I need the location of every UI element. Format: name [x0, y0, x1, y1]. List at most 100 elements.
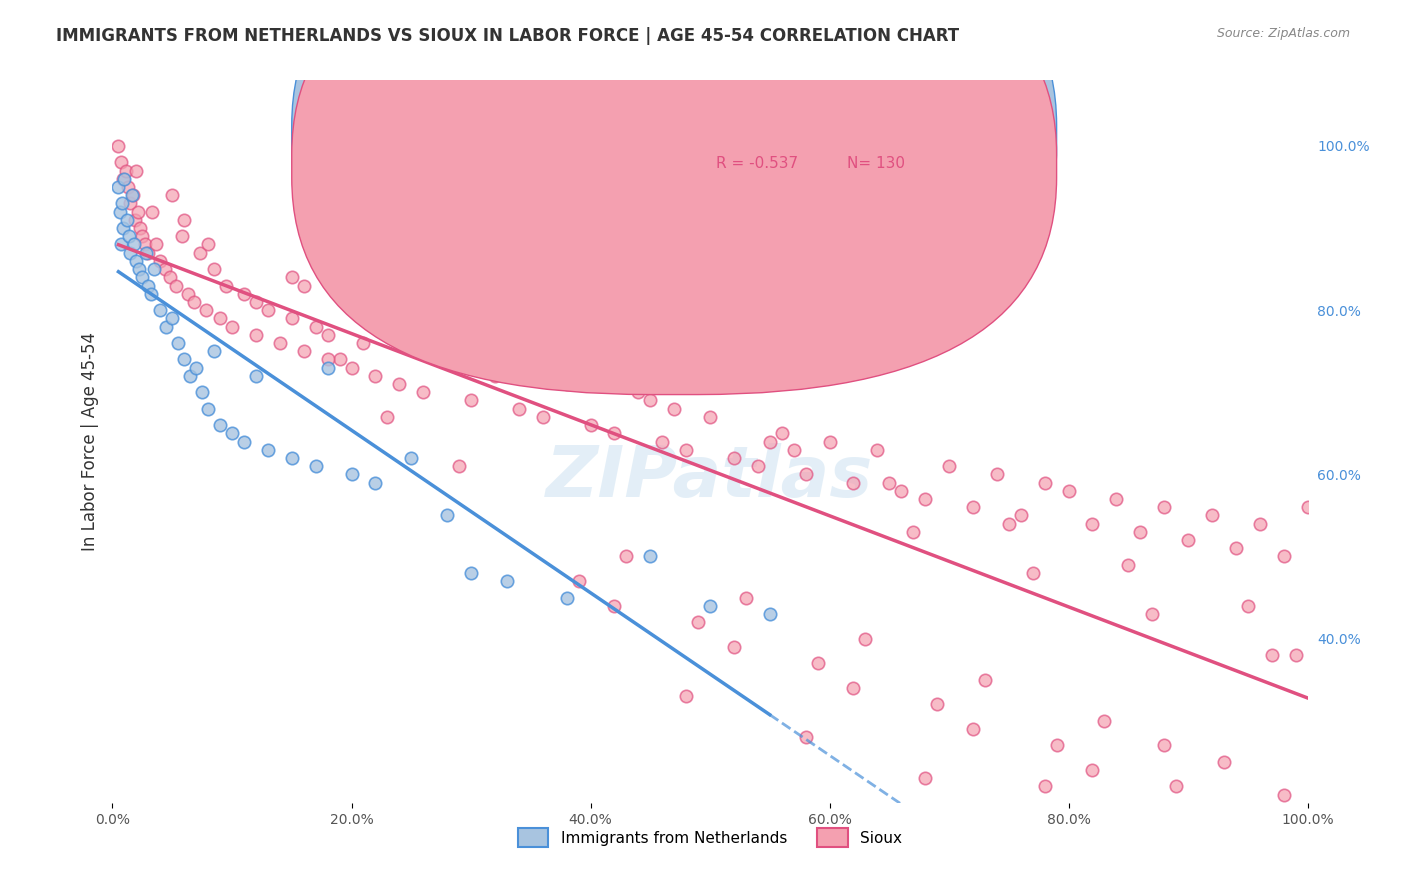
Point [188, 245, 211, 260]
Point [131, 270, 153, 285]
Point [484, 319, 506, 334]
Point [759, 434, 782, 449]
Point [616, 549, 638, 564]
Point [149, 253, 172, 268]
Point [855, 632, 877, 646]
Point [179, 368, 201, 383]
Point [215, 278, 238, 293]
Point [998, 516, 1021, 531]
Point [627, 385, 650, 400]
Point [603, 599, 626, 613]
FancyBboxPatch shape [627, 109, 949, 196]
Text: ZIPatlas: ZIPatlas [547, 443, 873, 512]
Point [209, 418, 232, 433]
Point [914, 771, 936, 785]
Point [508, 401, 530, 416]
Point [759, 607, 782, 621]
Point [735, 591, 758, 605]
Point [688, 615, 710, 630]
Point [139, 286, 162, 301]
Point [1129, 524, 1152, 539]
Point [316, 352, 339, 367]
Point [112, 171, 135, 186]
Point [183, 295, 205, 310]
Point [1033, 475, 1056, 490]
Point [197, 237, 219, 252]
Point [257, 442, 280, 457]
Point [127, 204, 149, 219]
Point [531, 409, 554, 424]
Point [122, 237, 145, 252]
Point [167, 336, 190, 351]
Point [120, 245, 142, 260]
Point [1225, 541, 1247, 556]
Point [131, 229, 153, 244]
Text: R = -0.368: R = -0.368 [716, 127, 799, 142]
Text: R = -0.537: R = -0.537 [716, 156, 799, 171]
Point [194, 303, 217, 318]
Point [292, 344, 315, 359]
Point [115, 212, 138, 227]
Point [1261, 648, 1284, 662]
Point [770, 426, 793, 441]
Point [664, 401, 686, 416]
Point [401, 311, 423, 326]
Point [159, 270, 181, 285]
Point [117, 180, 139, 194]
Point [141, 204, 163, 219]
Point [138, 245, 160, 260]
Point [111, 196, 134, 211]
Point [121, 188, 143, 202]
Point [555, 591, 578, 605]
Point [269, 336, 291, 351]
Point [245, 295, 267, 310]
FancyBboxPatch shape [292, 0, 1057, 394]
Point [245, 327, 267, 342]
Point [305, 459, 328, 474]
Point [340, 360, 363, 375]
Point [723, 640, 745, 654]
Point [155, 319, 177, 334]
FancyBboxPatch shape [292, 0, 1057, 366]
Point [568, 574, 591, 588]
Point [329, 352, 352, 367]
Point [879, 475, 901, 490]
Point [162, 188, 183, 202]
Point [974, 673, 997, 687]
Point [447, 459, 470, 474]
Point [412, 336, 434, 351]
Point [747, 459, 769, 474]
Point [377, 409, 399, 424]
Point [1201, 804, 1223, 818]
Point [866, 442, 889, 457]
Point [316, 360, 339, 375]
Point [401, 450, 423, 465]
Point [221, 319, 243, 334]
Point [1153, 739, 1175, 753]
Point [962, 500, 984, 515]
Point [794, 467, 817, 482]
Point [107, 139, 129, 153]
Point [173, 352, 195, 367]
Point [699, 409, 721, 424]
Point [352, 336, 374, 351]
Point [1010, 508, 1032, 523]
Point [1237, 599, 1260, 613]
Point [209, 311, 232, 326]
Point [257, 303, 280, 318]
Point [170, 229, 193, 244]
Text: Source: ZipAtlas.com: Source: ZipAtlas.com [1216, 27, 1350, 40]
Point [579, 418, 602, 433]
Point [121, 188, 143, 202]
Point [555, 377, 578, 392]
Point [603, 426, 626, 441]
Point [134, 237, 156, 252]
Point [110, 237, 132, 252]
Point [153, 262, 176, 277]
Y-axis label: In Labor Force | Age 45-54: In Labor Force | Age 45-54 [80, 332, 98, 551]
Point [135, 245, 157, 260]
Point [114, 163, 136, 178]
Point [129, 221, 152, 235]
Text: N=  46: N= 46 [848, 127, 901, 142]
Point [543, 360, 565, 375]
